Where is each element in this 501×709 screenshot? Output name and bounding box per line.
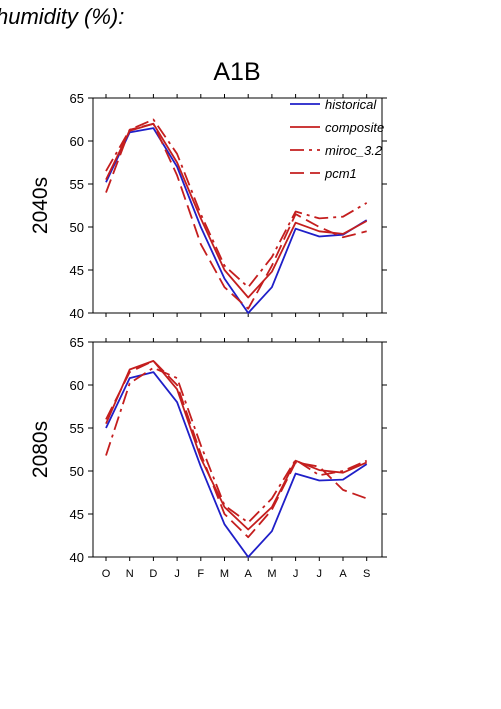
y-tick-label: 50 — [70, 464, 84, 479]
y-tick-label: 60 — [70, 134, 84, 149]
series-line-historical — [105, 127, 368, 314]
scenario-title: A1B — [213, 58, 260, 86]
series-line-pcm1 — [105, 359, 368, 539]
series-line-miroc_3.2 — [105, 118, 368, 289]
panel-2080s: 40 45 50 55 60 65 2080s O N D J F M A M J J A S — [29, 335, 387, 580]
x-tick-label: M — [267, 568, 276, 580]
x-tick-label: S — [363, 568, 370, 580]
x-tick-label: N — [126, 568, 134, 580]
y-tick-label: 65 — [70, 91, 84, 106]
x-tick-label: J — [174, 568, 180, 580]
legend-label-miroc_3.2: miroc_3.2 — [325, 143, 383, 158]
x-tick-label: D — [149, 568, 157, 580]
legend-label-pcm1: pcm1 — [324, 166, 357, 181]
y-tick-label: 55 — [70, 421, 84, 436]
legend-label-historical: historical — [325, 97, 377, 112]
x-tick-label: A — [245, 568, 253, 580]
page-title: humidity (%): — [0, 4, 125, 29]
row-label-2040s: 2040s — [29, 177, 52, 234]
y-tick-label: 40 — [70, 550, 84, 565]
y-tick-label: 55 — [70, 177, 84, 192]
y-tick-label: 45 — [70, 507, 84, 522]
row-label-2080s: 2080s — [29, 421, 52, 478]
series-line-composite — [105, 359, 368, 531]
series-line-historical — [105, 371, 368, 558]
series-line-pcm1 — [105, 122, 367, 310]
y-tick-label: 50 — [70, 220, 84, 235]
y-tick-label: 60 — [70, 378, 84, 393]
y-tick-label: 40 — [70, 306, 84, 321]
y-tick-label: 65 — [70, 335, 84, 350]
series-line-miroc_3.2 — [105, 366, 368, 524]
plot-frame — [92, 341, 383, 558]
panel-2040s: 40 45 50 55 60 65 2040s — [29, 91, 387, 321]
legend: historical composite miroc_3.2 pcm1 — [290, 97, 384, 181]
plot-frame — [92, 97, 383, 314]
x-tick-label: F — [197, 568, 204, 580]
x-tick-label: O — [102, 568, 111, 580]
x-tick-label: J — [293, 568, 299, 580]
legend-label-composite: composite — [325, 120, 384, 135]
x-tick-label: A — [339, 568, 347, 580]
panels: 40 45 50 55 60 65 2040s 40 45 50 55 60 65 2080s O N D J F M… — [29, 91, 387, 580]
x-tick-label: M — [220, 568, 229, 580]
x-tick-label: J — [317, 568, 323, 580]
y-tick-label: 45 — [70, 263, 84, 278]
